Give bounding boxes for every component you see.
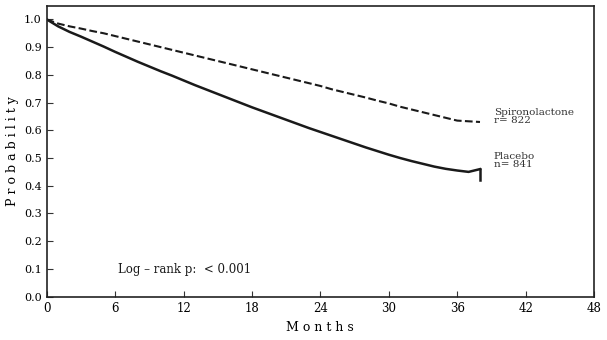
Text: Log – rank p:  < 0.001: Log – rank p: < 0.001 [118,263,251,276]
X-axis label: M o n t h s: M o n t h s [287,321,354,335]
Text: r= 822: r= 822 [493,116,531,125]
Text: Placebo: Placebo [493,152,535,161]
Y-axis label: P r o b a b i l i t y: P r o b a b i l i t y [5,96,19,206]
Text: n= 841: n= 841 [493,160,532,169]
Text: Spironolactone: Spironolactone [493,108,574,117]
